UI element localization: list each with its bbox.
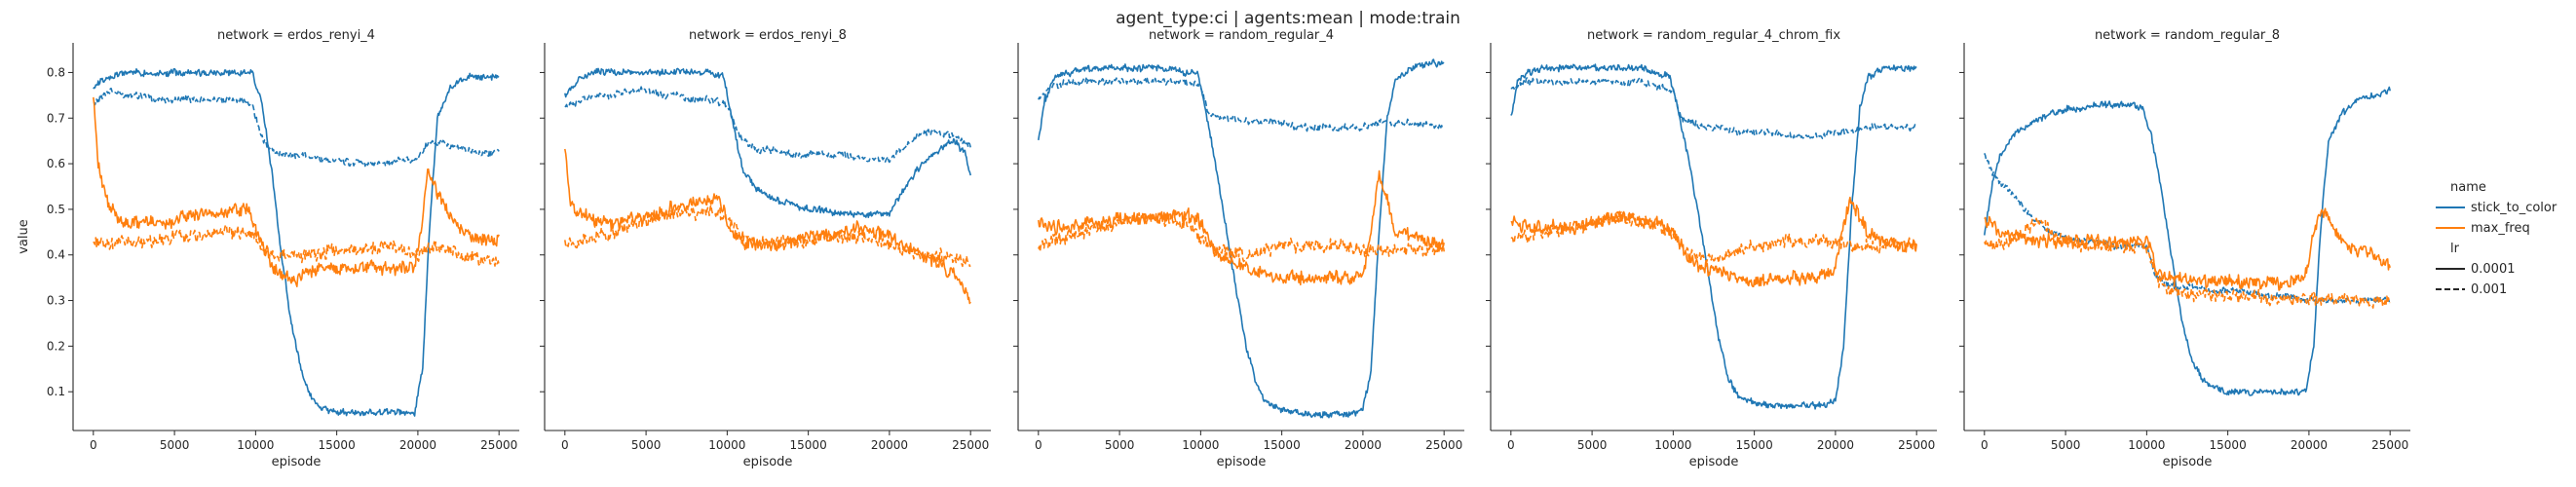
series-line-max_freq-lr-0.0001 bbox=[1038, 169, 1445, 286]
x-tick-label: 0 bbox=[1981, 438, 1989, 452]
x-tick-label: 5000 bbox=[1577, 438, 1608, 452]
legend-entry-label: 0.0001 bbox=[2471, 262, 2516, 277]
figure-title: agent_type:ci | agents:mean | mode:train bbox=[1116, 9, 1460, 28]
legend-entry-label: 0.001 bbox=[2471, 282, 2507, 297]
series-line-max_freq-lr-0.001 bbox=[1510, 210, 1917, 264]
y-tick-label: 0.5 bbox=[47, 203, 65, 216]
x-tick-label: 20000 bbox=[399, 438, 436, 452]
x-tick-label: 15000 bbox=[1736, 438, 1773, 452]
series-line-max_freq-lr-0.001 bbox=[564, 204, 971, 268]
x-tick-label: 25000 bbox=[952, 438, 989, 452]
series-line-stick_to_color-lr-0.0001 bbox=[93, 67, 500, 417]
panel-title: network = random_regular_4 bbox=[1149, 28, 1334, 43]
series-line-stick_to_color-lr-0.001 bbox=[1510, 77, 1917, 140]
x-tick-label: 25000 bbox=[2371, 438, 2408, 452]
x-tick-label: 10000 bbox=[237, 438, 274, 452]
x-tick-label: 20000 bbox=[1345, 438, 1382, 452]
x-tick-label: 20000 bbox=[2291, 438, 2328, 452]
x-tick-label: 20000 bbox=[871, 438, 908, 452]
panel-title: network = erdos_renyi_8 bbox=[689, 28, 847, 43]
panel-title: network = random_regular_8 bbox=[2095, 28, 2280, 43]
series-line-stick_to_color-lr-0.001 bbox=[1038, 77, 1445, 132]
x-tick-label: 25000 bbox=[1898, 438, 1935, 452]
y-tick-label: 0.1 bbox=[47, 385, 65, 398]
y-tick-label: 0.7 bbox=[47, 111, 65, 125]
x-tick-label: 0 bbox=[1035, 438, 1042, 452]
panel-2: network = erdos_renyi_8 0 5000 10000 15000 20… bbox=[540, 28, 991, 469]
x-axis-label: episode bbox=[1689, 455, 1739, 469]
x-tick-label: 25000 bbox=[1425, 438, 1462, 452]
panel-title: network = random_regular_4_chrom_fix bbox=[1587, 28, 1840, 43]
x-axis-label: episode bbox=[272, 455, 322, 469]
panel-3: network = random_regular_4 0 5000 10000 1500… bbox=[1013, 28, 1464, 469]
legend-title-lr: lr bbox=[2450, 242, 2460, 256]
x-tick-label: 10000 bbox=[1182, 438, 1219, 452]
x-tick-label: 20000 bbox=[1817, 438, 1854, 452]
y-tick-label: 0.3 bbox=[47, 294, 65, 308]
series-line-max_freq-lr-0.0001 bbox=[1984, 207, 2391, 291]
series-line-stick_to_color-lr-0.0001 bbox=[1038, 58, 1445, 419]
x-tick-label: 10000 bbox=[708, 438, 745, 452]
legend-title-name: name bbox=[2450, 180, 2486, 195]
panel-4: network = random_regular_4_chrom_fix 0 500… bbox=[1486, 28, 1937, 469]
y-tick-label: 0.2 bbox=[47, 339, 65, 353]
series-line-max_freq-lr-0.001 bbox=[93, 223, 500, 267]
x-tick-label: 15000 bbox=[2210, 438, 2247, 452]
legend-entry-label: stick_to_color bbox=[2471, 201, 2557, 215]
x-tick-label: 15000 bbox=[319, 438, 356, 452]
y-tick-label: 0.4 bbox=[47, 248, 65, 262]
x-tick-label: 25000 bbox=[480, 438, 517, 452]
x-axis-label: episode bbox=[743, 455, 793, 469]
x-tick-label: 15000 bbox=[1264, 438, 1301, 452]
x-tick-label: 0 bbox=[90, 438, 97, 452]
series-line-stick_to_color-lr-0.0001 bbox=[1510, 63, 1917, 410]
y-axis-label: value bbox=[17, 219, 31, 254]
x-tick-label: 0 bbox=[1507, 438, 1515, 452]
series-line-max_freq-lr-0.0001 bbox=[1510, 196, 1917, 288]
x-tick-label: 5000 bbox=[1105, 438, 1135, 452]
panel-1: network = erdos_renyi_4 0 5000 10000 15000 20… bbox=[17, 28, 519, 469]
x-tick-label: 5000 bbox=[631, 438, 662, 452]
series-line-stick_to_color-lr-0.0001 bbox=[1984, 86, 2391, 396]
panel-5: network = random_regular_8 0 5000 10000 1500… bbox=[1959, 28, 2410, 469]
x-tick-label: 15000 bbox=[790, 438, 827, 452]
series-line-max_freq-lr-0.0001 bbox=[93, 96, 500, 288]
x-tick-label: 10000 bbox=[1654, 438, 1691, 452]
y-tick-label: 0.6 bbox=[47, 157, 65, 170]
series-line-max_freq-lr-0.0001 bbox=[564, 148, 971, 305]
x-tick-label: 5000 bbox=[2051, 438, 2081, 452]
x-axis-label: episode bbox=[2163, 455, 2213, 469]
panel-title: network = erdos_renyi_4 bbox=[217, 28, 375, 43]
y-tick-label: 0.8 bbox=[47, 65, 65, 79]
series-line-max_freq-lr-0.001 bbox=[1984, 217, 2391, 309]
x-tick-label: 10000 bbox=[2128, 438, 2165, 452]
x-tick-label: 5000 bbox=[160, 438, 190, 452]
series-line-stick_to_color-lr-0.001 bbox=[93, 88, 500, 168]
series-line-max_freq-lr-0.001 bbox=[1038, 210, 1445, 263]
series-line-stick_to_color-lr-0.001 bbox=[564, 86, 971, 164]
series-line-stick_to_color-lr-0.0001 bbox=[564, 67, 971, 218]
x-tick-label: 0 bbox=[561, 438, 569, 452]
x-axis-label: episode bbox=[1217, 455, 1267, 469]
chart-panels: network = erdos_renyi_4 0 5000 10000 15000 20… bbox=[17, 28, 2410, 469]
legend-entry-label: max_freq bbox=[2471, 221, 2530, 236]
